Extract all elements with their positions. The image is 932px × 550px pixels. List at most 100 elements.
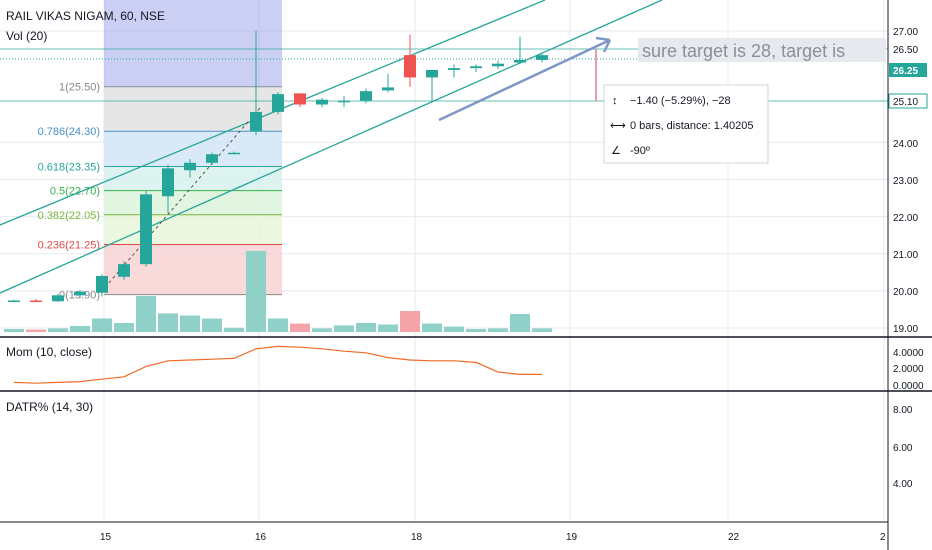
measure-bars-icon: ⟷ [610,120,626,132]
fib-band [104,131,282,167]
volume-bar [532,328,552,332]
candle-body [536,55,548,60]
time-tick: 15 [100,532,112,543]
candle-body [470,66,482,69]
candle-body [338,100,350,103]
highlight-range[interactable] [104,0,282,87]
volume-bar [466,329,486,332]
fib-level-label: 1(25.50) [59,82,100,94]
volume-bar [246,251,266,332]
volume-bar [444,326,464,332]
fib-level-label: 0.236(21.25) [38,239,100,251]
measure-price-icon: ↕ [612,95,618,107]
candle-body [448,68,460,70]
trend-channel-lower[interactable] [0,0,663,294]
volume-bar [356,323,376,332]
volume-bar [510,314,530,332]
candle-body [228,152,240,155]
candle-body [426,69,438,78]
price-tick: 25.10 [893,97,918,108]
volume-bar [48,328,68,332]
candle-body [382,87,394,91]
time-tick: 19 [566,532,578,543]
volume-bar [158,313,178,332]
volume-bar [224,327,244,332]
candle-body [316,99,328,105]
annotation-text: sure target is 28, target is [642,41,845,61]
measure-line1: −1.40 (−5.29%), −28 [630,95,731,107]
candle-body [404,55,416,78]
dashed-trend[interactable] [100,107,261,293]
datr-label: DATR% (14, 30) [6,400,93,414]
fib-level-label: 0.786(24.30) [38,126,100,138]
candle-body [360,91,372,101]
datr-tick: 8.00 [893,405,913,416]
mom-tick: 0.0000 [893,381,924,392]
measure-angle-icon: ∠ [611,145,621,157]
candle-body [118,264,130,277]
momentum-line [13,345,542,384]
fib-level-label: 0.618(23.35) [38,162,100,174]
volume-bar [70,326,90,332]
volume-label: Vol (20) [6,29,47,43]
volume-bar [136,296,156,332]
volume-bar [378,324,398,332]
price-tag-25-10 [888,93,928,109]
time-tick: 2 [880,532,886,543]
candle-body [52,295,64,302]
fib-band [104,214,282,245]
price-tag-26-25 [889,63,927,77]
price-tick: 27.00 [893,27,918,38]
measure-info-box: ↕ −1.40 (−5.29%), −28 ⟷ 0 bars, distance… [603,84,769,164]
volume-bar [268,318,288,332]
candle-body [8,300,20,303]
time-axis[interactable]: 15 16 18 19 22 2 [100,532,886,543]
volume-bar [312,328,332,332]
volume-bar [114,323,134,332]
datr-tick: 6.00 [893,443,913,454]
volume-bar [400,311,420,332]
price-tick: 26.50 [893,45,918,56]
volume-bars [4,251,552,332]
candle-body [272,94,284,112]
candle-body [492,63,504,67]
measure-line3: -90º [630,145,650,157]
candle-body [162,168,174,197]
volume-bar [4,329,24,332]
symbol-title: RAIL VIKAS NIGAM, 60, NSE [6,9,165,23]
candle-body [294,93,306,105]
datr-tick: 4.00 [893,479,913,490]
datr-axis[interactable]: 8.00 6.00 4.00 [893,405,913,490]
momentum-axis[interactable]: 4.0000 2.0000 0.0000 [893,348,924,392]
time-tick: 16 [255,532,267,543]
candles [8,31,548,303]
price-tag-text: 26.25 [893,66,918,77]
price-tag-26-50 [889,43,927,56]
fib-band [104,190,282,215]
volume-bar [202,318,222,332]
trend-channel-upper[interactable] [0,0,546,226]
fib-band [104,166,282,191]
volume-bar [422,323,442,332]
price-axis[interactable]: 27.00 26.50 26.25 25.10 24.00 23.00 22.0… [888,27,928,335]
arrow-annotation[interactable] [438,36,612,122]
mom-tick: 4.0000 [893,348,924,359]
price-tick: 22.00 [893,213,918,224]
time-tick: 22 [728,532,740,543]
volume-bar [26,329,46,332]
candle-body [184,162,196,171]
candle-body [206,154,218,163]
candle-body [30,300,42,303]
mom-tick: 2.0000 [893,364,924,375]
candle-body [514,59,526,63]
fibonacci-retracement[interactable]: 1(25.50)0.786(24.30)0.618(23.35)0.5(22.7… [38,82,282,302]
price-tick: 24.00 [893,139,918,150]
annotation-box[interactable] [638,38,886,62]
measure-line2: 0 bars, distance: 1.40205 [630,120,754,132]
volume-bar [334,325,354,332]
fib-level-label: 0.382(22.05) [38,210,100,222]
time-tick: 18 [411,532,423,543]
price-tick: 21.00 [893,250,918,261]
price-tick: 19.00 [893,324,918,335]
